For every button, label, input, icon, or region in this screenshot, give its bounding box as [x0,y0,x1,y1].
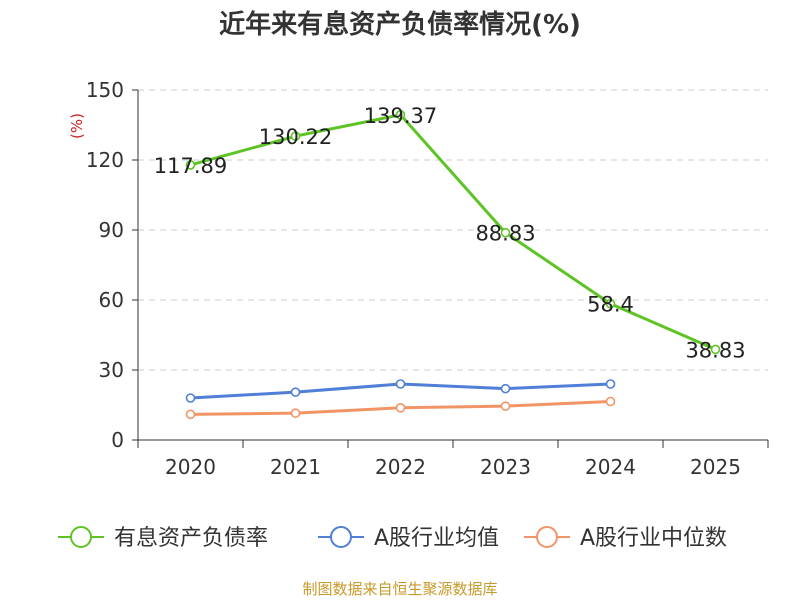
legend-marker [330,526,352,548]
data-point [290,131,301,141]
x-tick-label: 2021 [270,455,321,479]
y-tick-label: 120 [86,148,124,172]
x-tick-label: 2023 [480,455,531,479]
legend-label: 有息资产负债率 [114,526,268,551]
data-point [500,401,511,411]
y-axis-label: (%) [68,113,86,139]
y-tick-label: 30 [99,358,124,382]
y-tick-label: 90 [99,218,124,242]
data-point [185,393,196,403]
data-point [605,379,616,389]
data-label: 88.83 [475,222,535,246]
data-label: 38.83 [685,338,745,362]
data-point [605,298,616,309]
data-point [500,227,511,238]
y-tick-label: 150 [86,78,124,102]
legend-marker [536,526,558,548]
data-label: 130.22 [259,125,332,149]
data-point [500,383,511,394]
data-point [710,344,721,355]
data-point [395,110,406,120]
legend-label: A股行业均值 [374,526,499,551]
x-tick-label: 2020 [165,455,216,479]
x-tick-label: 2022 [375,455,426,479]
y-tick-label: 0 [111,428,124,452]
y-tick-label: 60 [99,288,124,312]
data-source-note: 制图数据来自恒生聚源数据库 [302,580,498,598]
x-tick-label: 2025 [690,455,741,479]
data-point [395,379,406,389]
series-line [190,113,717,351]
data-label: 139.37 [364,104,437,128]
chart-title: 近年来有息资产负债率情况(%) [219,10,581,40]
data-label: 117.89 [154,154,227,178]
data-point [605,396,616,407]
legend-marker [70,526,92,548]
data-point [395,402,406,413]
data-point [290,408,301,418]
legend-label: A股行业中位数 [580,526,727,551]
data-point [185,160,196,170]
data-point [185,409,196,420]
data-label: 58.4 [587,293,634,317]
x-tick-label: 2024 [585,455,636,479]
data-point [290,387,301,397]
